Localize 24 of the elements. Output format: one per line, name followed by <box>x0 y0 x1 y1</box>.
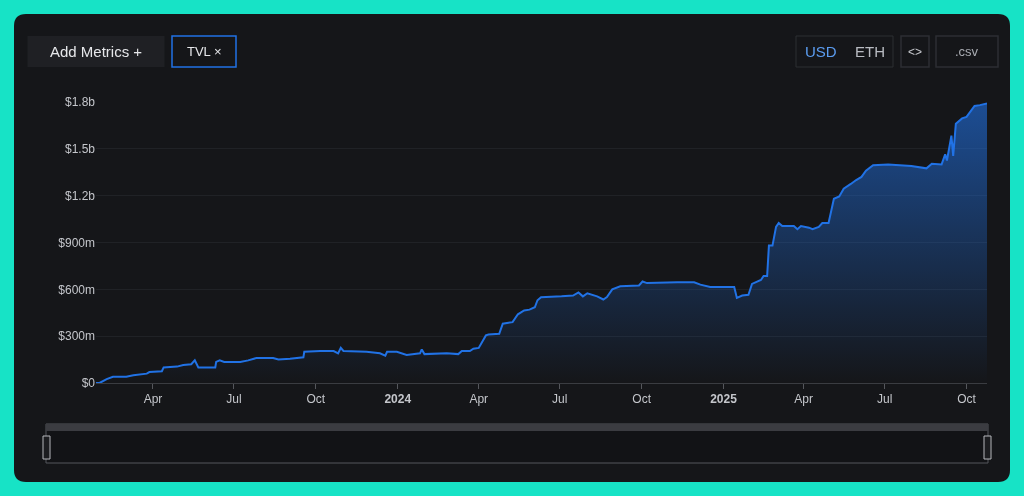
text: ETH <box>855 43 885 60</box>
x-tick-label: 2025 <box>710 392 738 407</box>
x-tick-label: Jul <box>552 392 568 407</box>
x-tick-label: 2024 <box>384 392 412 407</box>
x-tick-label: Jul <box>876 392 893 407</box>
x-tick-label: Apr <box>143 392 163 407</box>
y-tick-label: $1.5b <box>64 142 96 157</box>
text: TVL × <box>187 44 222 59</box>
x-tick-label: Oct <box>632 392 652 407</box>
y-tick-label: $600m <box>58 282 95 297</box>
x-tick-label: Oct <box>957 392 977 407</box>
text: .csv <box>955 44 979 59</box>
x-tick-label: Apr <box>794 392 813 407</box>
text: <> <box>908 45 923 59</box>
y-tick-label: $1.2b <box>64 188 96 203</box>
y-tick-label: $900m <box>58 235 95 250</box>
x-tick-label: Apr <box>469 392 489 407</box>
x-tick-label: Oct <box>306 392 326 407</box>
text: USD <box>805 43 837 60</box>
y-tick-label: $1.8b <box>64 95 96 110</box>
text: Add Metrics + <box>50 43 143 60</box>
y-tick-label: $0 <box>81 376 96 391</box>
y-tick-label: $300m <box>58 329 95 344</box>
x-tick-label: Jul <box>226 392 242 407</box>
